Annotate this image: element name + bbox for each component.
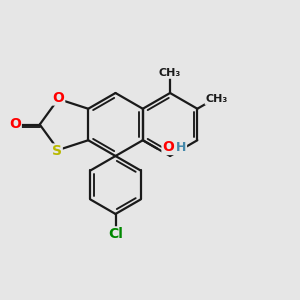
Text: S: S [52, 145, 62, 158]
Text: OH: OH [163, 140, 186, 154]
Text: CH₃: CH₃ [206, 94, 228, 104]
Text: H: H [176, 140, 186, 154]
Text: O: O [52, 91, 64, 104]
Text: O: O [9, 118, 21, 131]
Text: Cl: Cl [108, 227, 123, 242]
Text: CH₃: CH₃ [158, 68, 181, 78]
